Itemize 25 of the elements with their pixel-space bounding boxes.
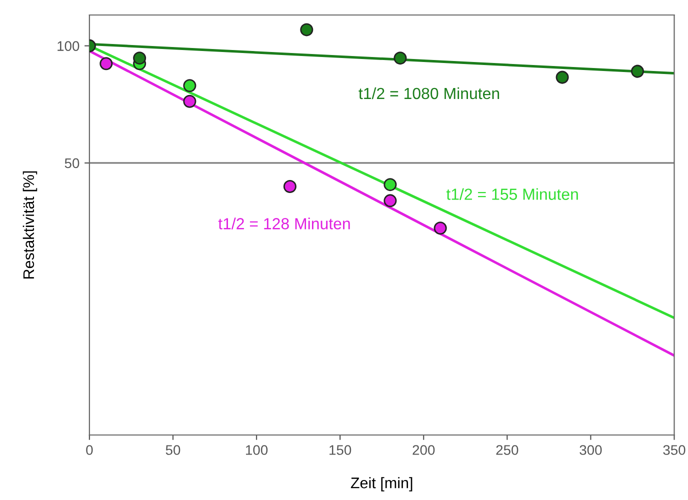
point xyxy=(133,52,146,65)
annotation: t1/2 = 155 Minuten xyxy=(446,188,578,200)
point xyxy=(283,180,296,194)
point xyxy=(183,94,196,108)
x-tick-label: 0 xyxy=(86,445,93,455)
x-tick-label: 250 xyxy=(496,445,518,455)
x-tick-label: 150 xyxy=(330,445,352,455)
point xyxy=(394,52,407,65)
x-tick-label: 200 xyxy=(412,445,435,455)
point xyxy=(183,79,196,92)
point xyxy=(100,57,113,70)
point xyxy=(556,70,569,84)
point xyxy=(384,194,397,208)
annotation: t1/2 = 1080 Minuten xyxy=(358,87,500,100)
x-axis-title: Zeit [min] xyxy=(350,477,412,492)
x-tick-label: 300 xyxy=(580,445,602,455)
annotation: t1/2 = 128 Minuten xyxy=(218,218,350,230)
point xyxy=(434,222,447,235)
point xyxy=(300,23,314,36)
x-tick-label: 350 xyxy=(663,445,686,455)
x-tick-label: 100 xyxy=(246,445,268,455)
x-tick-label: 50 xyxy=(166,445,180,455)
point xyxy=(384,178,397,192)
y-axis-title: Restaktivität [%] xyxy=(22,171,38,279)
point xyxy=(630,64,644,78)
